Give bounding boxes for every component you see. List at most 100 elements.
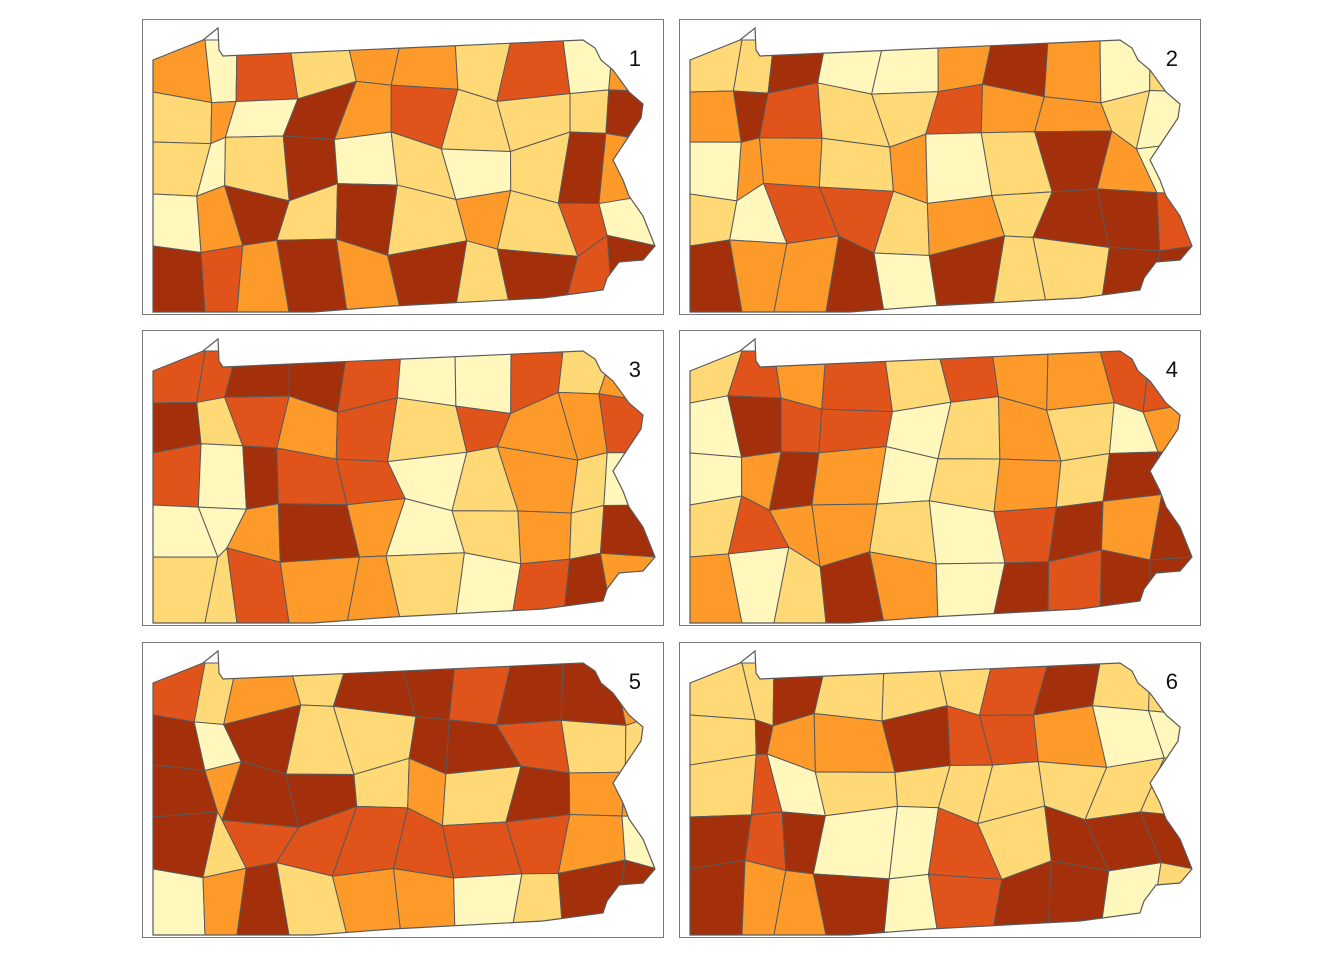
county <box>236 862 290 935</box>
county <box>991 860 1052 935</box>
panel-number: 6 <box>1165 669 1178 694</box>
county <box>153 245 206 312</box>
choropleth-map <box>152 649 656 936</box>
county <box>569 89 610 134</box>
county <box>690 141 742 202</box>
county <box>153 868 206 935</box>
county <box>560 719 627 774</box>
county <box>346 555 402 623</box>
county <box>277 503 361 563</box>
county-layer <box>153 662 655 935</box>
county <box>1099 862 1162 935</box>
county <box>690 859 746 935</box>
map-panel-1: 1 <box>142 19 664 315</box>
county <box>773 869 827 935</box>
county-layer <box>153 39 655 312</box>
county <box>624 714 655 773</box>
county <box>935 562 1006 623</box>
county <box>925 132 993 204</box>
county <box>387 240 468 312</box>
county <box>993 506 1057 564</box>
county <box>385 552 466 623</box>
county-layer <box>690 39 1192 312</box>
county <box>454 350 512 414</box>
county <box>153 193 202 254</box>
county <box>242 445 279 510</box>
county <box>335 238 402 312</box>
county-layer <box>690 662 1192 935</box>
county <box>557 859 626 935</box>
state-outline <box>689 649 1193 936</box>
county <box>568 771 626 817</box>
county <box>773 546 827 623</box>
county <box>606 234 655 312</box>
county <box>1055 452 1111 508</box>
county <box>331 868 402 935</box>
county <box>1099 549 1151 623</box>
county-layer <box>153 350 655 623</box>
county <box>690 90 742 143</box>
county <box>758 137 823 188</box>
map-panel-3: 3 <box>142 330 664 626</box>
panel-number: 4 <box>1165 357 1178 382</box>
county <box>825 235 885 312</box>
county <box>562 39 614 95</box>
panel-number: 5 <box>628 669 641 694</box>
map-panel-4: 4 <box>679 330 1201 626</box>
county <box>226 547 290 623</box>
county <box>1047 549 1103 623</box>
county-layer <box>690 350 1192 623</box>
county <box>153 443 202 508</box>
county <box>1149 556 1192 623</box>
map-panel-2: 2 <box>679 19 1201 315</box>
county <box>453 873 523 935</box>
choropleth-map <box>689 649 1193 936</box>
county <box>812 873 890 935</box>
county <box>333 131 398 186</box>
county <box>729 239 788 312</box>
county <box>818 408 894 454</box>
choropleth-map <box>689 337 1193 624</box>
county <box>569 504 605 560</box>
county <box>927 873 1003 935</box>
county <box>883 873 939 935</box>
state-outline <box>689 26 1193 313</box>
county <box>1043 39 1102 104</box>
state-outline <box>152 649 656 936</box>
choropleth-map <box>152 26 656 313</box>
county <box>812 805 899 880</box>
county <box>202 867 247 935</box>
county <box>690 239 743 312</box>
county <box>821 350 894 413</box>
state-outline <box>152 337 656 624</box>
county <box>603 452 655 506</box>
choropleth-map <box>152 337 656 624</box>
county <box>1047 860 1110 935</box>
county <box>235 39 299 103</box>
county <box>153 556 219 623</box>
county <box>690 754 757 818</box>
state-outline <box>689 337 1193 624</box>
county <box>1099 246 1161 312</box>
county <box>276 238 348 312</box>
county <box>454 552 522 623</box>
panel-number: 3 <box>628 357 641 382</box>
county <box>200 244 244 312</box>
county <box>991 561 1050 623</box>
county <box>928 235 1006 312</box>
county <box>818 137 895 192</box>
map-panel-6: 6 <box>679 642 1201 938</box>
county <box>991 235 1049 312</box>
county <box>392 867 456 935</box>
county <box>560 662 627 726</box>
county <box>773 235 840 312</box>
county <box>727 546 790 623</box>
county <box>599 504 655 558</box>
county <box>510 558 571 623</box>
county <box>236 239 290 312</box>
panel-number: 1 <box>628 46 641 71</box>
county <box>690 553 743 623</box>
county <box>275 861 348 935</box>
state-outline <box>152 26 656 313</box>
county <box>741 859 787 935</box>
